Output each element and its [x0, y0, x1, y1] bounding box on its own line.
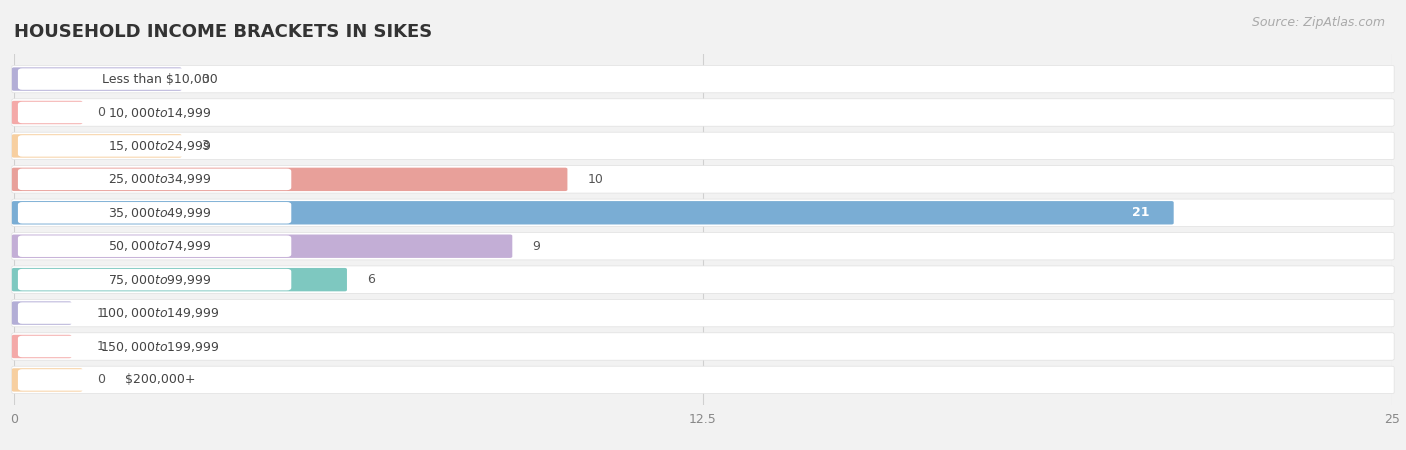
FancyBboxPatch shape [11, 335, 72, 358]
Text: 6: 6 [367, 273, 374, 286]
Text: 10: 10 [588, 173, 603, 186]
Text: 3: 3 [201, 72, 209, 86]
FancyBboxPatch shape [18, 169, 291, 190]
FancyBboxPatch shape [11, 99, 1395, 126]
FancyBboxPatch shape [18, 235, 291, 257]
FancyBboxPatch shape [11, 234, 512, 258]
Text: $100,000 to $149,999: $100,000 to $149,999 [100, 306, 219, 320]
FancyBboxPatch shape [11, 101, 83, 124]
FancyBboxPatch shape [18, 68, 291, 90]
Text: $15,000 to $24,999: $15,000 to $24,999 [108, 139, 212, 153]
FancyBboxPatch shape [18, 336, 291, 357]
Text: $200,000+: $200,000+ [125, 374, 195, 387]
Text: Less than $10,000: Less than $10,000 [103, 72, 218, 86]
FancyBboxPatch shape [11, 302, 72, 325]
Text: $150,000 to $199,999: $150,000 to $199,999 [100, 339, 219, 354]
FancyBboxPatch shape [11, 333, 1395, 360]
FancyBboxPatch shape [11, 134, 181, 158]
Text: $50,000 to $74,999: $50,000 to $74,999 [108, 239, 212, 253]
Text: Source: ZipAtlas.com: Source: ZipAtlas.com [1251, 16, 1385, 29]
Text: 1: 1 [97, 306, 104, 320]
Text: $35,000 to $49,999: $35,000 to $49,999 [108, 206, 212, 220]
Text: 0: 0 [97, 106, 104, 119]
Text: 21: 21 [1132, 206, 1150, 219]
FancyBboxPatch shape [11, 368, 83, 392]
FancyBboxPatch shape [11, 233, 1395, 260]
FancyBboxPatch shape [18, 135, 291, 157]
Text: 0: 0 [97, 374, 104, 387]
Text: HOUSEHOLD INCOME BRACKETS IN SIKES: HOUSEHOLD INCOME BRACKETS IN SIKES [14, 23, 432, 41]
Text: 9: 9 [531, 240, 540, 253]
Text: 3: 3 [201, 140, 209, 153]
FancyBboxPatch shape [11, 299, 1395, 327]
FancyBboxPatch shape [11, 65, 1395, 93]
FancyBboxPatch shape [11, 132, 1395, 160]
Text: $10,000 to $14,999: $10,000 to $14,999 [108, 105, 212, 120]
FancyBboxPatch shape [11, 68, 181, 91]
Text: 1: 1 [97, 340, 104, 353]
FancyBboxPatch shape [11, 366, 1395, 394]
FancyBboxPatch shape [11, 199, 1395, 226]
FancyBboxPatch shape [11, 201, 1174, 225]
FancyBboxPatch shape [11, 266, 1395, 293]
FancyBboxPatch shape [18, 302, 291, 324]
FancyBboxPatch shape [18, 369, 291, 391]
Text: $75,000 to $99,999: $75,000 to $99,999 [108, 273, 212, 287]
FancyBboxPatch shape [18, 102, 291, 123]
FancyBboxPatch shape [18, 202, 291, 224]
FancyBboxPatch shape [11, 268, 347, 291]
FancyBboxPatch shape [18, 269, 291, 290]
FancyBboxPatch shape [11, 166, 1395, 193]
Text: $25,000 to $34,999: $25,000 to $34,999 [108, 172, 212, 186]
FancyBboxPatch shape [11, 168, 568, 191]
